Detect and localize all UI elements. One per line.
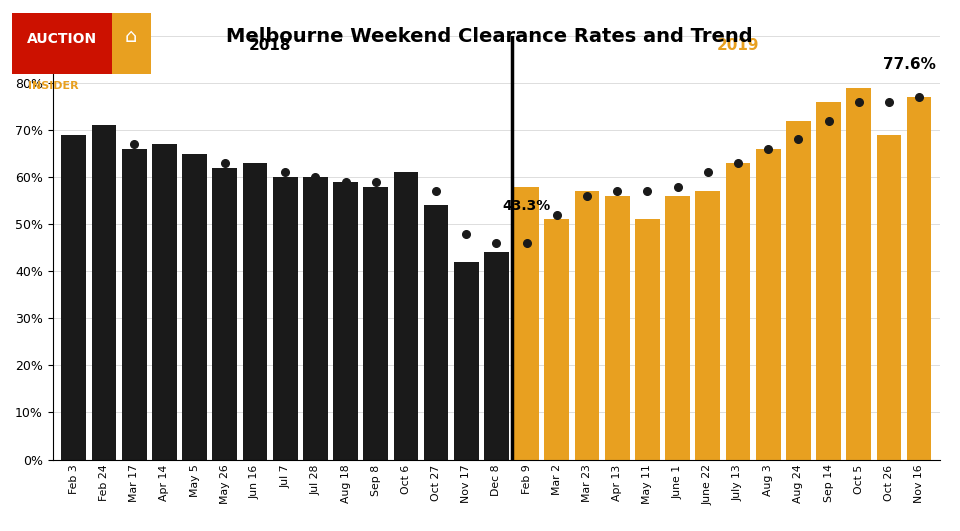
Text: Melbourne Weekend Clearance Rates and Trend: Melbourne Weekend Clearance Rates and Tr… — [226, 27, 753, 46]
Bar — [122, 149, 147, 459]
FancyBboxPatch shape — [12, 13, 111, 74]
Bar — [906, 97, 931, 459]
Bar — [152, 144, 177, 459]
Bar — [575, 191, 599, 459]
Bar — [423, 205, 448, 459]
Bar — [273, 177, 298, 459]
Bar — [635, 219, 660, 459]
Bar — [243, 163, 267, 459]
Text: ⌂: ⌂ — [125, 27, 137, 46]
Bar — [212, 168, 237, 459]
Bar — [726, 163, 751, 459]
Bar — [605, 196, 630, 459]
Bar — [182, 153, 207, 459]
Text: 2019: 2019 — [717, 38, 759, 53]
Bar — [544, 219, 569, 459]
Bar — [333, 182, 358, 459]
Bar — [695, 191, 720, 459]
Text: AUCTION: AUCTION — [27, 32, 97, 46]
Bar — [363, 186, 388, 459]
Bar — [816, 102, 841, 459]
Text: 77.6%: 77.6% — [883, 57, 936, 72]
Bar — [786, 121, 810, 459]
Text: INSIDER: INSIDER — [28, 81, 79, 91]
Bar — [515, 186, 539, 459]
Bar — [303, 177, 327, 459]
Bar — [91, 125, 116, 459]
Text: 2018: 2018 — [249, 38, 291, 53]
Bar — [876, 135, 901, 459]
Bar — [847, 88, 871, 459]
Bar — [484, 252, 509, 459]
FancyBboxPatch shape — [111, 13, 151, 74]
Bar — [665, 196, 690, 459]
Bar — [756, 149, 780, 459]
Bar — [394, 173, 419, 459]
Bar — [454, 262, 479, 459]
Text: 43.3%: 43.3% — [502, 199, 551, 213]
Bar — [61, 135, 86, 459]
